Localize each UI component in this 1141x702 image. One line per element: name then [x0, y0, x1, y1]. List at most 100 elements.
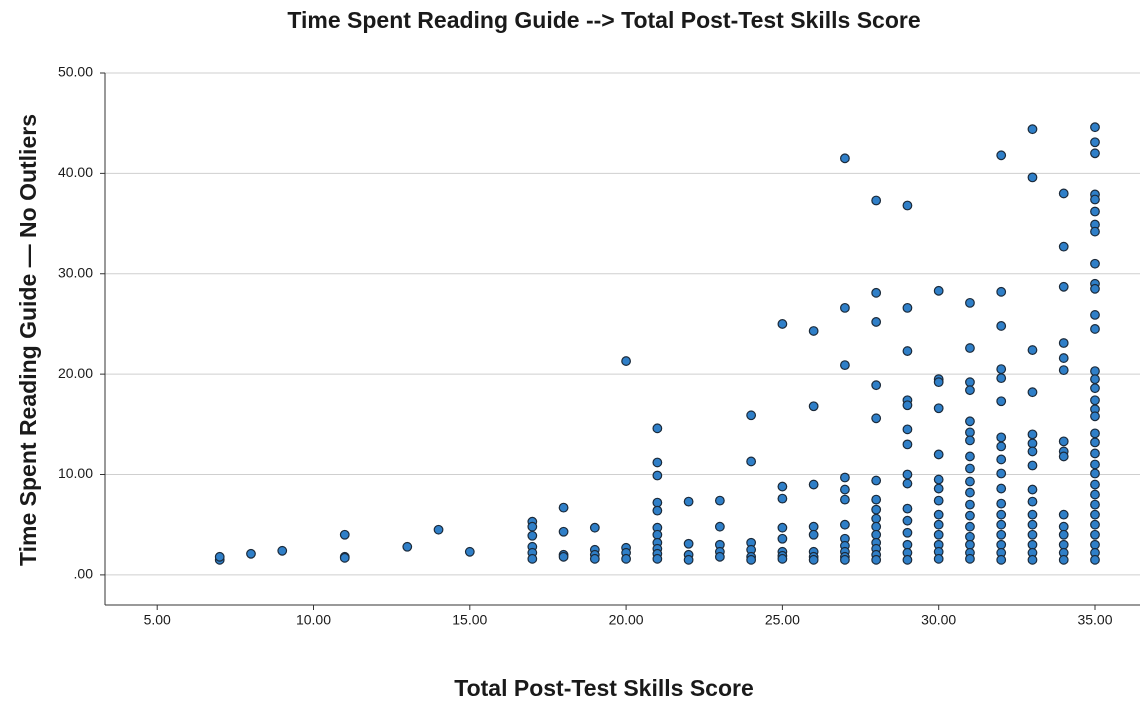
point	[1090, 395, 1100, 406]
point	[871, 504, 882, 515]
point	[1027, 429, 1038, 440]
point	[1027, 519, 1038, 530]
point	[558, 526, 569, 537]
point	[902, 439, 913, 450]
point	[1090, 258, 1100, 269]
x-tick-label: 20.00	[609, 612, 644, 628]
point	[1090, 468, 1100, 479]
point	[527, 553, 538, 564]
point	[1090, 509, 1100, 520]
point	[965, 539, 975, 550]
point	[871, 554, 882, 565]
point	[652, 505, 663, 516]
point	[840, 494, 850, 505]
point	[871, 195, 882, 206]
point	[1090, 194, 1100, 205]
point	[652, 529, 663, 540]
point	[996, 498, 1007, 509]
point	[840, 484, 850, 495]
point	[840, 519, 850, 530]
point	[214, 551, 225, 562]
point	[527, 521, 538, 532]
point	[808, 326, 819, 336]
point	[965, 476, 975, 487]
point	[1058, 509, 1069, 520]
point	[965, 416, 975, 427]
point	[933, 285, 944, 296]
point	[1058, 539, 1069, 550]
point	[965, 499, 975, 510]
point	[777, 319, 788, 329]
point	[996, 321, 1007, 331]
point	[965, 521, 975, 532]
point	[902, 503, 913, 514]
point	[777, 533, 788, 544]
point	[746, 456, 757, 467]
point	[965, 451, 975, 462]
y-axis-label: Time Spent Reading Guide — No Outliers	[15, 114, 41, 566]
point	[840, 302, 850, 313]
point	[1090, 529, 1100, 540]
point	[871, 317, 882, 327]
point	[996, 373, 1007, 384]
point	[965, 553, 975, 564]
point	[965, 531, 975, 542]
point	[746, 410, 757, 421]
point	[1090, 428, 1100, 439]
point	[808, 479, 819, 490]
y-tick-label: 50.00	[58, 64, 93, 80]
point	[996, 529, 1007, 540]
point	[1090, 437, 1100, 448]
point	[1090, 554, 1100, 565]
point	[1058, 338, 1069, 348]
point	[871, 513, 882, 524]
point	[1090, 137, 1100, 148]
point	[1027, 446, 1038, 457]
x-tick-label: 35.00	[1077, 612, 1112, 628]
point	[433, 524, 444, 535]
point	[246, 548, 256, 559]
point	[933, 519, 944, 530]
point	[840, 360, 850, 370]
point	[902, 469, 913, 480]
point	[1058, 529, 1069, 540]
point	[996, 432, 1007, 443]
point	[840, 472, 850, 483]
point	[965, 427, 975, 438]
point	[1027, 460, 1038, 471]
x-tick-label: 30.00	[921, 612, 956, 628]
point	[652, 423, 663, 434]
point	[652, 553, 663, 564]
point	[1027, 124, 1038, 135]
point	[589, 553, 600, 564]
point	[965, 510, 975, 521]
point	[1090, 324, 1100, 334]
point	[1090, 539, 1100, 550]
point	[1027, 484, 1038, 495]
point	[1090, 479, 1100, 490]
point	[1090, 122, 1100, 133]
point	[902, 346, 913, 356]
point	[683, 538, 694, 549]
point	[1058, 451, 1069, 462]
point	[933, 553, 944, 564]
point	[652, 457, 663, 468]
point	[714, 551, 725, 562]
point	[1058, 554, 1069, 565]
x-tick-label: 15.00	[452, 612, 487, 628]
y-tick-label: 20.00	[58, 365, 93, 381]
point	[871, 494, 882, 505]
point	[1090, 519, 1100, 530]
point	[933, 403, 944, 414]
point	[996, 468, 1007, 479]
point	[1090, 489, 1100, 500]
point	[871, 380, 882, 391]
point	[1058, 436, 1069, 447]
point	[902, 539, 913, 550]
point	[840, 554, 850, 565]
point	[965, 385, 975, 396]
y-tick-label: 30.00	[58, 264, 93, 280]
point	[965, 343, 975, 353]
point	[339, 552, 350, 563]
